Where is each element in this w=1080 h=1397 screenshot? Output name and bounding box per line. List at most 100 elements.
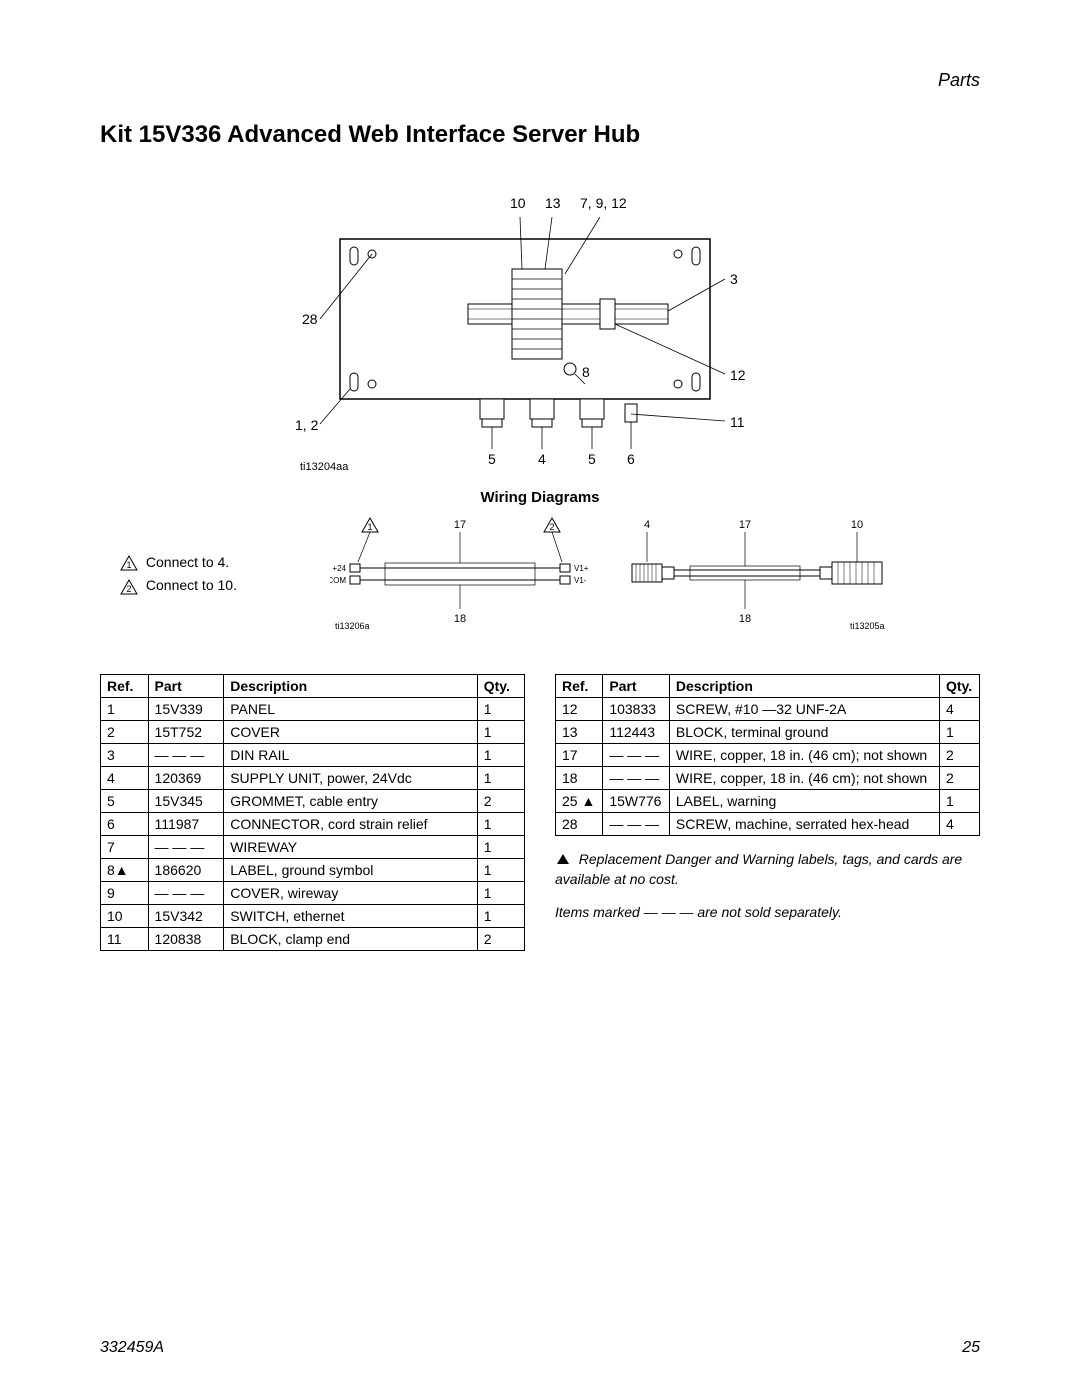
cell-desc: WIRE, copper, 18 in. (46 cm); not shown xyxy=(669,767,939,790)
notes-block: Replacement Danger and Warning labels, t… xyxy=(555,850,980,923)
parts-table-1: Ref. Part Description Qty. 115V339PANEL1… xyxy=(100,674,525,951)
wiring-diag-1: 1 17 2 +24 COM V1+ V1- 18 ti13206a xyxy=(330,514,590,634)
callout: 4 xyxy=(538,451,546,467)
cell-ref: 9 xyxy=(101,882,149,905)
table-row: 4120369SUPPLY UNIT, power, 24Vdc1 xyxy=(101,767,525,790)
wiring-legend: 1 Connect to 4. 2 Connect to 10. xyxy=(120,554,237,595)
cell-qty: 1 xyxy=(477,744,524,767)
cell-desc: LABEL, warning xyxy=(669,790,939,813)
parts-table-2: Ref. Part Description Qty. 12103833SCREW… xyxy=(555,674,980,836)
callout: 12 xyxy=(730,367,746,383)
table-row: 13112443BLOCK, terminal ground1 xyxy=(556,721,980,744)
cell-qty: 2 xyxy=(477,928,524,951)
cell-part: 15T752 xyxy=(148,721,224,744)
legend-text: Connect to 10. xyxy=(146,577,237,593)
table-row: 215T752COVER1 xyxy=(101,721,525,744)
cell-qty: 1 xyxy=(477,813,524,836)
cell-ref: 12 xyxy=(556,698,603,721)
cell-qty: 1 xyxy=(477,836,524,859)
th-desc: Description xyxy=(669,675,939,698)
table-row: 515V345GROMMET, cable entry2 xyxy=(101,790,525,813)
svg-text:17: 17 xyxy=(739,519,751,531)
table-row: 25 ▲15W776LABEL, warning1 xyxy=(556,790,980,813)
triangle-1-icon: 1 xyxy=(120,555,138,571)
callout: 3 xyxy=(730,271,738,287)
svg-text:2: 2 xyxy=(549,522,554,532)
wiring-diag-2: 4 17 10 18 ti13205a xyxy=(620,514,900,634)
cell-ref: 7 xyxy=(101,836,149,859)
callout: 8 xyxy=(582,364,590,380)
note-2: Items marked — — — are not sold separate… xyxy=(555,903,980,923)
cell-qty: 4 xyxy=(939,698,979,721)
svg-text:1: 1 xyxy=(126,560,131,570)
cell-desc: COVER, wireway xyxy=(224,882,478,905)
cell-ref: 11 xyxy=(101,928,149,951)
cell-part: 186620 xyxy=(148,859,224,882)
svg-text:V1-: V1- xyxy=(574,576,587,585)
callout: 5 xyxy=(488,451,496,467)
callout: 11 xyxy=(730,414,745,430)
page-number: 25 xyxy=(962,1339,980,1357)
cell-ref: 3 xyxy=(101,744,149,767)
cell-desc: WIRE, copper, 18 in. (46 cm); not shown xyxy=(669,744,939,767)
table-row: 3— — —DIN RAIL1 xyxy=(101,744,525,767)
cell-desc: SCREW, machine, serrated hex-head xyxy=(669,813,939,836)
th-qty: Qty. xyxy=(939,675,979,698)
cell-part: 103833 xyxy=(603,698,670,721)
cell-part: — — — xyxy=(603,813,670,836)
cell-part: — — — xyxy=(148,744,224,767)
cell-qty: 2 xyxy=(939,767,979,790)
cell-desc: BLOCK, terminal ground xyxy=(669,721,939,744)
cell-part: 15V342 xyxy=(148,905,224,928)
cell-qty: 1 xyxy=(477,859,524,882)
triangle-2-icon: 2 xyxy=(120,579,138,595)
callout: 13 xyxy=(545,195,561,211)
cell-part: — — — xyxy=(148,836,224,859)
cell-ref: 17 xyxy=(556,744,603,767)
cell-part: 15W776 xyxy=(603,790,670,813)
cell-ref: 6 xyxy=(101,813,149,836)
callout: 6 xyxy=(627,451,635,467)
svg-text:18: 18 xyxy=(739,613,751,625)
cell-ref: 4 xyxy=(101,767,149,790)
cell-part: 15V339 xyxy=(148,698,224,721)
callout: 7, 9, 12 xyxy=(580,195,627,211)
cell-ref: 2 xyxy=(101,721,149,744)
cell-part: 120838 xyxy=(148,928,224,951)
wiring-diagrams: 1 Connect to 4. 2 Connect to 10. xyxy=(100,514,980,654)
cell-part: 15V345 xyxy=(148,790,224,813)
cell-ref: 18 xyxy=(556,767,603,790)
cell-part: 111987 xyxy=(148,813,224,836)
svg-text:+24: +24 xyxy=(332,564,346,573)
cell-qty: 2 xyxy=(939,744,979,767)
cell-part: — — — xyxy=(603,744,670,767)
table-row: 12103833SCREW, #10 —32 UNF-2A4 xyxy=(556,698,980,721)
wiring-title: Wiring Diagrams xyxy=(100,489,980,506)
cell-qty: 2 xyxy=(477,790,524,813)
table-row: 7— — —WIREWAY1 xyxy=(101,836,525,859)
callout: 5 xyxy=(588,451,596,467)
cell-qty: 1 xyxy=(477,905,524,928)
table-row: 11120838BLOCK, clamp end2 xyxy=(101,928,525,951)
svg-text:2: 2 xyxy=(126,584,131,594)
th-ref: Ref. xyxy=(556,675,603,698)
svg-text:18: 18 xyxy=(454,613,466,625)
table-row: 9— — —COVER, wireway1 xyxy=(101,882,525,905)
cell-ref: 13 xyxy=(556,721,603,744)
cell-ref: 5 xyxy=(101,790,149,813)
cell-desc: BLOCK, clamp end xyxy=(224,928,478,951)
section-header: Parts xyxy=(100,70,980,91)
main-diagram: 10 13 7, 9, 12 3 12 11 28 1, 2 8 5 4 5 6… xyxy=(260,189,820,479)
cell-desc: PANEL xyxy=(224,698,478,721)
table-row: 28— — —SCREW, machine, serrated hex-head… xyxy=(556,813,980,836)
cell-ref: 1 xyxy=(101,698,149,721)
doc-number: 332459A xyxy=(100,1339,164,1357)
svg-text:ti13206a: ti13206a xyxy=(335,621,370,631)
callout: 10 xyxy=(510,195,526,211)
table-row: 18— — —WIRE, copper, 18 in. (46 cm); not… xyxy=(556,767,980,790)
cell-part: 112443 xyxy=(603,721,670,744)
cell-qty: 4 xyxy=(939,813,979,836)
cell-ref: 10 xyxy=(101,905,149,928)
svg-text:V1+: V1+ xyxy=(574,564,589,573)
cell-ref: 25 ▲ xyxy=(556,790,603,813)
